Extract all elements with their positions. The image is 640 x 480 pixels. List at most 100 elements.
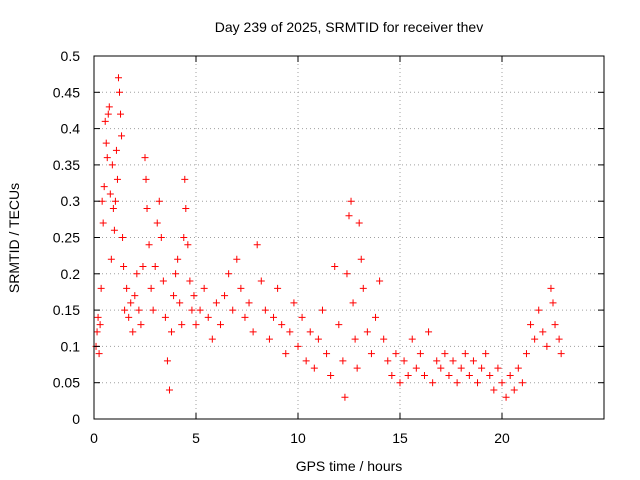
data-point [216,321,224,329]
data-point [142,175,150,183]
data-point [527,321,535,329]
data-point [253,241,261,249]
data-point [233,255,241,263]
data-point [482,350,490,358]
data-point [551,321,559,329]
data-point [106,190,114,198]
data-point [157,234,165,241]
data-point [107,255,115,263]
data-point [314,335,322,343]
data-point [188,306,196,314]
data-point [535,306,543,314]
data-point [392,350,400,358]
data-point [433,357,441,365]
data-point [270,313,278,321]
data-point [437,364,445,372]
x-tick-label: 0 [90,430,98,446]
data-point [184,241,192,249]
y-tick-label: 0.45 [53,84,80,100]
data-point [147,284,155,292]
data-point [547,284,555,292]
data-point [388,371,396,379]
x-tick-label: 15 [392,430,408,446]
data-point [261,306,269,314]
y-tick-label: 0.15 [53,302,80,318]
data-point [170,292,178,300]
data-point [153,219,161,227]
data-point [498,379,506,387]
data-point [165,386,173,394]
data-point [449,357,457,365]
data-point [494,364,502,372]
data-point [123,284,131,292]
data-point [192,321,200,329]
data-point [176,299,184,307]
data-point [331,263,339,271]
data-point [111,197,119,205]
data-point [359,284,367,292]
data-point [506,371,514,379]
data-point [318,306,326,314]
data-point [94,313,102,321]
data-point [151,263,159,271]
data-point [149,306,157,314]
data-point [112,146,120,154]
data-point [522,350,530,358]
data-point [113,175,121,183]
data-point [327,371,335,379]
data-point [367,350,375,358]
data-point [101,117,109,125]
data-point [469,357,477,365]
data-point [286,328,294,336]
data-point [345,212,353,220]
data-point [129,328,137,336]
data-point [265,335,273,343]
data-point [181,175,189,183]
data-point [420,371,428,379]
data-point [376,277,384,285]
data-point [357,255,365,263]
data-point [557,350,565,358]
data-point [518,379,526,387]
data-point [159,277,167,285]
data-point [510,386,518,394]
data-point [196,306,204,314]
x-tick-label: 20 [494,430,510,446]
data-point [96,321,104,329]
x-tick-label: 5 [192,430,200,446]
data-point [137,321,145,329]
data-point [416,350,424,358]
data-point [102,139,110,147]
data-point [99,219,107,227]
data-point [543,342,551,350]
data-point [372,313,380,321]
data-point [249,328,257,336]
data-point [241,313,249,321]
data-point [353,364,361,372]
y-axis-title: SRMTID / TECUs [6,183,22,293]
data-point [174,255,182,263]
data-point [445,371,453,379]
data-point [93,328,101,336]
x-axis-title: GPS time / hours [296,458,403,474]
data-point [257,277,265,285]
data-point [341,393,349,401]
data-point [161,313,169,321]
data-point [178,321,186,329]
data-point [400,357,408,365]
y-tick-label: 0.2 [61,266,81,282]
data-point [116,88,123,96]
data-point [278,321,286,329]
data-point [114,74,122,82]
data-point [396,379,404,387]
data-point [355,219,363,227]
x-tick-label: 10 [290,430,306,446]
data-point [145,241,153,249]
data-point [118,132,126,140]
grid-lines [94,56,604,419]
data-point [225,270,233,278]
y-tick-label: 0.1 [61,338,81,354]
chart-title: Day 239 of 2025, SRMTID for receiver the… [215,19,483,35]
data-point [502,393,510,401]
data-point [180,234,188,241]
